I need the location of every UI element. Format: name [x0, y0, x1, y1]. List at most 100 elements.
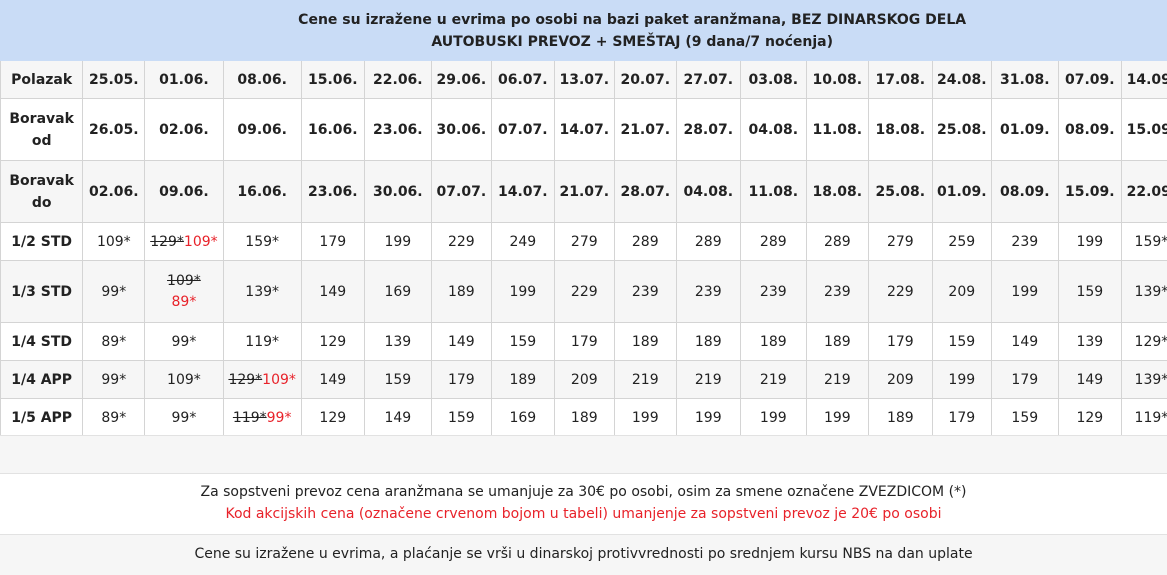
date-cell: 14.09.: [1121, 61, 1167, 99]
date-cell: 09.06.: [223, 99, 301, 161]
table-header: Cene su izražene u evrima po osobi na ba…: [1, 1, 1167, 61]
price-cell: 149: [1058, 361, 1121, 399]
date-cell: 18.08.: [806, 161, 868, 223]
price: 239: [824, 284, 851, 300]
date-cell: 23.06.: [364, 99, 431, 161]
price: 199: [824, 410, 851, 426]
price: 289: [824, 234, 851, 250]
date-cell: 08.09.: [991, 161, 1058, 223]
price: 189: [632, 334, 659, 350]
price: 189: [448, 284, 475, 300]
price: 239: [695, 284, 722, 300]
promo-price: 89*: [147, 292, 220, 313]
price: 199: [1076, 234, 1103, 250]
price-cell: 189: [740, 323, 806, 361]
price: 199: [1011, 284, 1038, 300]
price-cell: 189: [806, 323, 868, 361]
price-cell: 259: [932, 223, 991, 261]
price-cell: 199: [614, 399, 676, 437]
price-cell: 229: [431, 223, 491, 261]
price-cell: 159: [491, 323, 554, 361]
row-label: 1/4 APP: [1, 361, 83, 399]
price: 209: [948, 284, 975, 300]
price: 179: [448, 372, 475, 388]
price-cell: 229: [554, 261, 614, 323]
date-cell: 20.07.: [614, 61, 676, 99]
price: 149: [319, 284, 346, 300]
promo-price: 99*: [267, 410, 292, 426]
date-cell: 02.06.: [83, 161, 145, 223]
price-cell: 239: [806, 261, 868, 323]
price: 109*: [167, 372, 201, 388]
price-cell: 89*: [83, 323, 145, 361]
price: 149: [448, 334, 475, 350]
price: 179: [887, 334, 914, 350]
old-price: 129*: [150, 234, 184, 250]
date-cell: 25.08.: [868, 161, 932, 223]
price-cell: 279: [554, 223, 614, 261]
date-cell: 17.08.: [868, 61, 932, 99]
price-cell: 189: [431, 261, 491, 323]
price: 139: [1076, 334, 1103, 350]
price: 239: [1011, 234, 1038, 250]
price-cell: 279: [868, 223, 932, 261]
price-cell: 239: [740, 261, 806, 323]
date-cell: 25.08.: [932, 99, 991, 161]
price-cell: 129*: [1121, 323, 1167, 361]
price-cell: 159*: [223, 223, 301, 261]
price: 199: [509, 284, 536, 300]
price-cell: 239: [676, 261, 740, 323]
date-cell: 15.06.: [301, 61, 364, 99]
date-cell: 04.08.: [676, 161, 740, 223]
price-cell: 209: [868, 361, 932, 399]
price-cell: 199: [491, 261, 554, 323]
date-cell: 08.06.: [223, 61, 301, 99]
price: 99*: [172, 410, 197, 426]
price-cell: 139*: [1121, 261, 1167, 323]
row-label: 1/2 STD: [1, 223, 83, 261]
price: 209: [887, 372, 914, 388]
price-cell: 139: [1058, 323, 1121, 361]
row-label: Boravak od: [1, 99, 83, 161]
date-cell: 21.07.: [614, 99, 676, 161]
date-cell: 14.07.: [491, 161, 554, 223]
price-cell: 199: [676, 399, 740, 437]
date-cell: 28.07.: [614, 161, 676, 223]
old-price: 119*: [233, 410, 267, 426]
price-cell: 119*: [1121, 399, 1167, 437]
price-cell: 129: [301, 323, 364, 361]
price-cell: 119*: [223, 323, 301, 361]
price-cell: 199: [806, 399, 868, 437]
price-cell: 149: [301, 261, 364, 323]
price: 199: [760, 410, 787, 426]
price: 139*: [1135, 372, 1167, 388]
price-cell: 209: [932, 261, 991, 323]
footer-spacer: [0, 435, 1167, 473]
price-cell: 179: [932, 399, 991, 437]
price-cell: 179: [301, 223, 364, 261]
price: 189: [509, 372, 536, 388]
price: 219: [632, 372, 659, 388]
price: 89*: [101, 334, 126, 350]
price-cell: 119*99*: [223, 399, 301, 437]
date-cell: 25.05.: [83, 61, 145, 99]
date-cell: 23.06.: [301, 161, 364, 223]
price-cell: 219: [740, 361, 806, 399]
price-cell: 89*: [83, 399, 145, 437]
price: 99*: [101, 284, 126, 300]
old-price: 129*: [228, 372, 262, 388]
date-cell: 26.05.: [83, 99, 145, 161]
price: 99*: [101, 372, 126, 388]
price: 189: [571, 410, 598, 426]
price: 279: [571, 234, 598, 250]
date-cell: 11.08.: [806, 99, 868, 161]
price: 289: [695, 234, 722, 250]
price-cell: 159: [932, 323, 991, 361]
price: 149: [1076, 372, 1103, 388]
price-cell: 169: [491, 399, 554, 437]
price-cell: 149: [431, 323, 491, 361]
price: 139*: [245, 284, 279, 300]
